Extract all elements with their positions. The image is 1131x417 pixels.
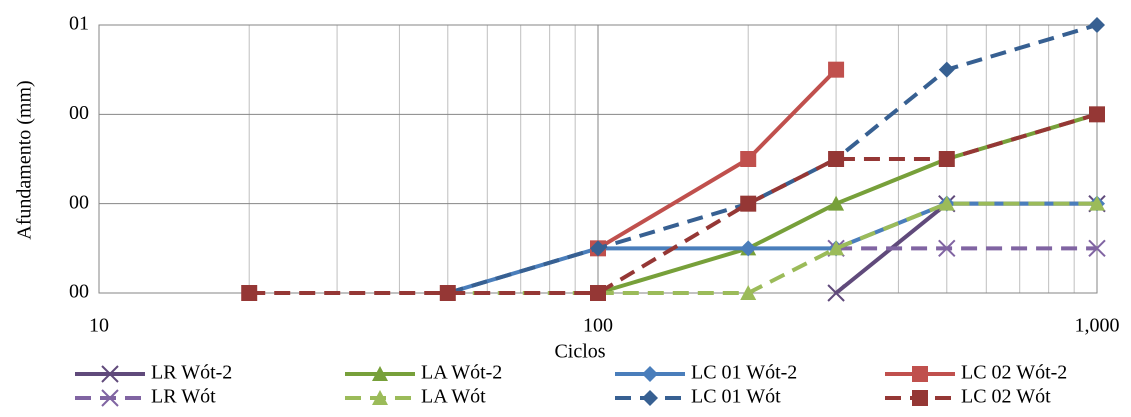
legend-label: LA Wót [421, 386, 486, 408]
series-line [447, 23, 1098, 295]
marker [439, 285, 456, 301]
marker [1088, 239, 1106, 258]
marker [740, 240, 757, 257]
marker [938, 151, 955, 167]
legend-label: LC 01 Wót-2 [691, 362, 797, 384]
marker [938, 195, 955, 211]
marker [740, 285, 757, 300]
legend-label: LC 02 Wót [961, 386, 1051, 408]
marker [1089, 17, 1105, 33]
marker [372, 366, 388, 381]
marker [101, 365, 119, 383]
marker [642, 390, 658, 406]
marker [912, 366, 928, 382]
y-tick-label: 00 [69, 281, 89, 303]
marker [372, 390, 388, 405]
marker [828, 195, 845, 211]
marker [241, 285, 258, 301]
marker [938, 239, 956, 258]
y-axis-title: Afundamento (mm) [14, 80, 36, 239]
marker [828, 151, 845, 167]
marker [912, 390, 928, 406]
y-tick-label: 01 [69, 13, 89, 35]
x-tick-label: 100 [583, 315, 613, 337]
legend-label: LC 01 Wót [691, 386, 781, 408]
marker [938, 61, 955, 78]
series-line [447, 201, 1097, 295]
marker [1089, 195, 1105, 211]
legend-label: LA Wót-2 [421, 362, 502, 384]
marker [827, 284, 845, 302]
legend-label: LR Wót [151, 386, 216, 408]
marker [590, 285, 606, 301]
legend-label: LR Wót-2 [151, 362, 232, 384]
legend-label: LC 02 Wót-2 [961, 362, 1067, 384]
marker [1089, 106, 1105, 123]
marker [828, 240, 845, 256]
x-tick-label: 1,000 [1075, 315, 1120, 337]
marker [740, 151, 757, 167]
x-axis-title: Ciclos [554, 341, 605, 363]
y-tick-label: 00 [69, 191, 89, 213]
x-tick-label: 10 [89, 315, 109, 337]
marker [740, 195, 757, 212]
marker [828, 61, 845, 78]
marker [590, 240, 606, 257]
marker [642, 366, 658, 382]
y-tick-label: 00 [69, 102, 89, 124]
marker [101, 389, 119, 407]
